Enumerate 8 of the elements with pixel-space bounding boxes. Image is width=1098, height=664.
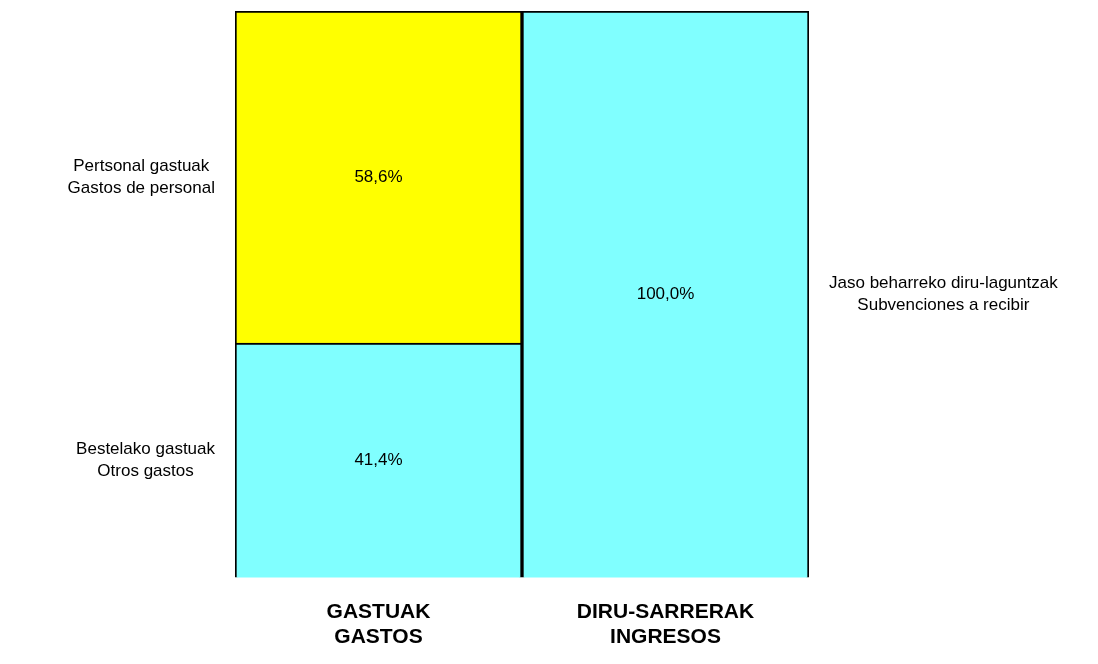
data-label: 58,6% <box>354 166 403 186</box>
x-tick-label: DIRU-SARRERAK INGRESOS <box>576 599 755 648</box>
data-label: 41,4% <box>354 450 403 469</box>
series-label: Pertsonal gastuak Gastos de personal <box>67 155 215 197</box>
series-label: Jaso beharreko diru-laguntzak Subvenciones a recibir <box>829 272 1059 314</box>
series-label: Bestelako gastuak Otros gastos <box>76 439 216 480</box>
x-tick-label: GASTUAK GASTOS <box>326 599 431 648</box>
data-label: 100,0% <box>636 283 695 303</box>
